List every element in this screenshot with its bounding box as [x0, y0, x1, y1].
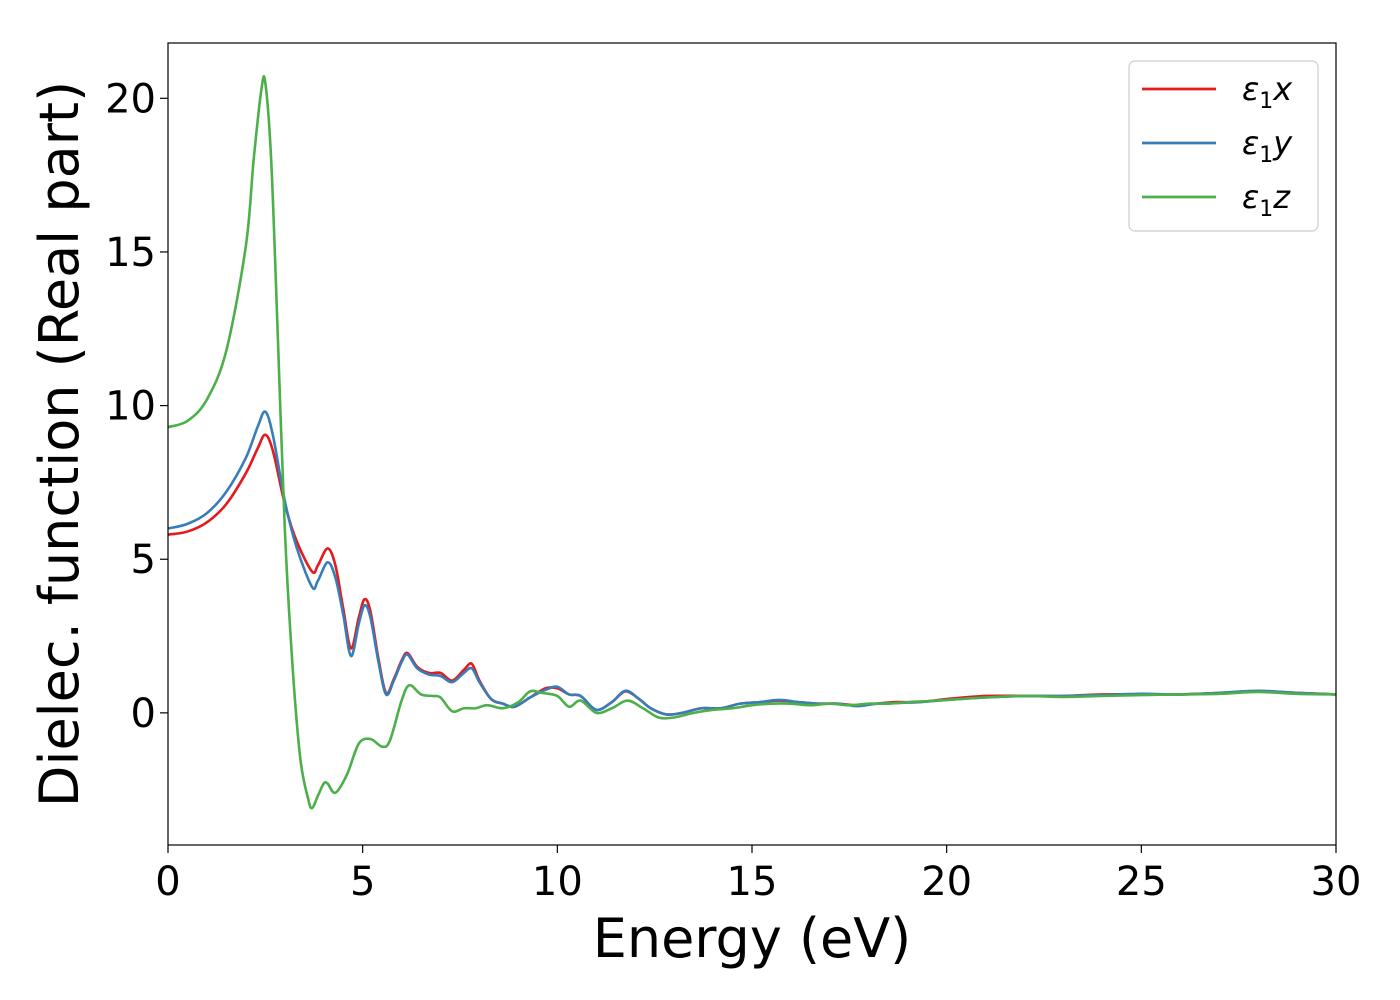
x-tick-label: 0 [155, 859, 180, 905]
y-tick-label: 0 [131, 691, 156, 737]
legend-box [1128, 60, 1319, 232]
y-axis-ticks: 0 5 10 15 20 [105, 76, 168, 737]
x-tick-label: 5 [350, 859, 375, 905]
legend-label-y: ε1y [1242, 124, 1293, 168]
y-tick-label: 5 [131, 537, 156, 583]
y-tick-label: 10 [105, 384, 156, 430]
x-tick-label: 10 [532, 859, 583, 905]
legend: ε1x ε1y ε1z [1128, 60, 1319, 232]
series-layer [167, 75, 1337, 810]
x-tick-label: 30 [1311, 859, 1362, 905]
legend-label-z: ε1z [1242, 178, 1291, 222]
x-tick-label: 15 [727, 859, 778, 905]
y-tick-label: 20 [105, 76, 156, 122]
legend-label-x: ε1x [1242, 70, 1293, 114]
series-line-z [167, 75, 1337, 810]
x-tick-label: 25 [1116, 859, 1167, 905]
x-axis-ticks: 0 5 10 15 20 25 30 [155, 845, 1361, 905]
x-axis-label: Energy (eV) [593, 907, 912, 970]
x-tick-label: 20 [921, 859, 972, 905]
y-tick-label: 15 [105, 230, 156, 276]
y-axis-label: Dielec. function (Real part) [28, 81, 91, 807]
